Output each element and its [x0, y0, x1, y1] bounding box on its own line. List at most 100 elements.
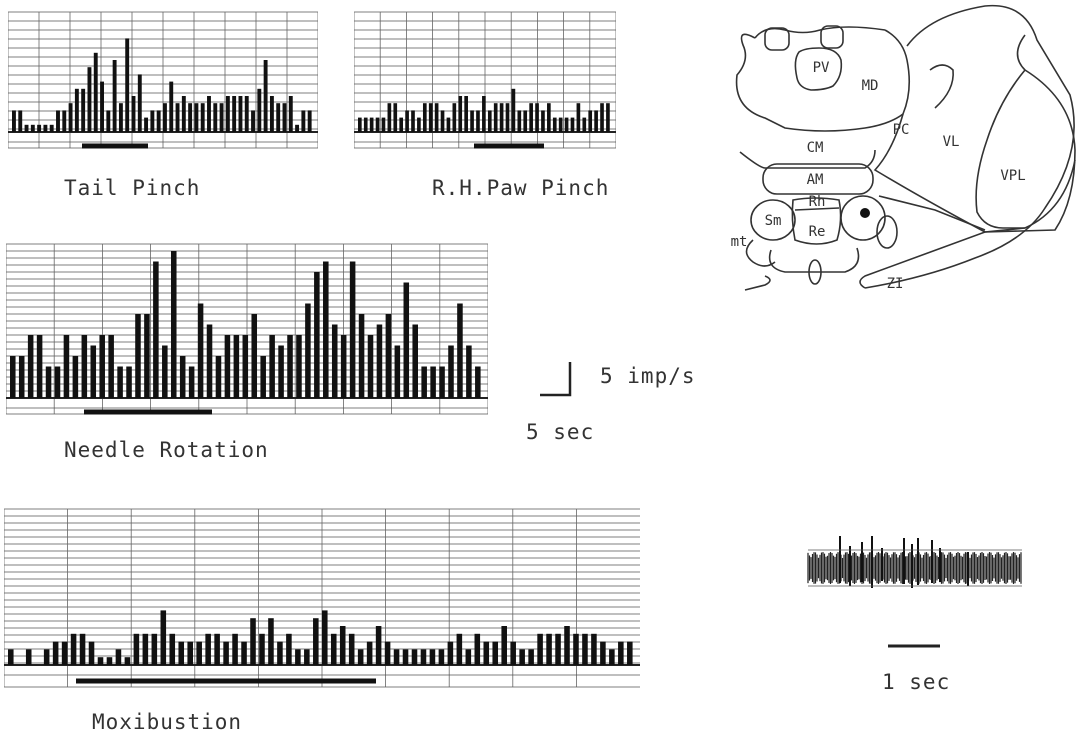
- histogram-bar: [224, 335, 231, 398]
- histogram-bar: [366, 641, 373, 665]
- histogram-bar: [223, 641, 229, 665]
- histogram-bar: [169, 81, 174, 132]
- histogram-bar: [63, 335, 70, 398]
- histogram-bar: [115, 649, 122, 665]
- histogram-bar: [144, 117, 149, 132]
- histogram-bar: [323, 261, 329, 398]
- histogram-bar: [576, 103, 581, 132]
- histogram-bar: [37, 124, 42, 132]
- histogram-bar: [251, 110, 255, 132]
- trace-scale-bar-svg: [888, 644, 940, 648]
- histogram-bar: [88, 641, 95, 665]
- histogram-bar: [70, 633, 77, 665]
- fasciculus-outline: [840, 195, 886, 241]
- calibration-bar: [540, 362, 572, 397]
- histogram-bar: [448, 345, 454, 398]
- label-tail-pinch: Tail Pinch: [64, 176, 201, 200]
- histogram-bar: [358, 117, 362, 132]
- histogram-bar: [600, 641, 606, 665]
- histogram-bar: [27, 335, 34, 398]
- histogram-bar: [428, 103, 433, 132]
- histogram-bar: [564, 117, 569, 132]
- histogram-bar: [394, 345, 401, 398]
- scale-rate-label: 5 imp/s: [600, 364, 696, 388]
- atlas-label-vl: VL: [943, 134, 960, 150]
- histogram-bar: [241, 641, 247, 665]
- histogram-bar: [296, 335, 302, 398]
- histogram-bar: [417, 117, 421, 132]
- histogram-moxibustion-chart: [4, 508, 640, 688]
- lobe-left: [764, 27, 790, 51]
- histogram-bar: [452, 103, 457, 132]
- histogram-bar: [56, 110, 60, 132]
- atlas-label-md: MD: [862, 78, 879, 94]
- histogram-tail-pinch: [8, 6, 318, 152]
- histogram-bar: [564, 626, 570, 665]
- pc-lobe: [929, 64, 954, 109]
- histogram-bar: [505, 103, 510, 132]
- histogram-bar: [492, 641, 499, 665]
- histogram-bar: [25, 649, 32, 665]
- histogram-bar: [456, 633, 463, 665]
- histogram-bar: [163, 103, 167, 132]
- histogram-bar: [162, 345, 168, 398]
- histogram-bar: [45, 366, 52, 398]
- histogram-bar: [295, 649, 301, 665]
- histogram-bar: [403, 282, 410, 398]
- histogram-bar: [301, 110, 306, 132]
- histogram-bar: [144, 314, 150, 398]
- rh-divider: [794, 207, 840, 211]
- histogram-bar: [470, 110, 474, 132]
- histogram-bar: [194, 103, 199, 132]
- histogram-bar: [233, 335, 240, 398]
- histogram-bar: [150, 110, 155, 132]
- histogram-bar: [519, 649, 525, 665]
- atlas-label-zi: ZI: [887, 276, 904, 292]
- histogram-bar: [405, 110, 409, 132]
- atlas-label-cm: CM: [807, 140, 824, 156]
- histogram-bar: [591, 633, 597, 665]
- label-moxibustion: Moxibustion: [92, 710, 243, 734]
- atlas-label-sm: Sm: [765, 213, 782, 229]
- histogram-bar: [90, 345, 97, 398]
- histogram-bar: [142, 633, 149, 665]
- histogram-bar: [420, 649, 427, 665]
- label-needle-rotation: Needle Rotation: [64, 438, 269, 462]
- histogram-bar: [179, 356, 186, 398]
- histogram-bar: [411, 110, 415, 132]
- histogram-bar: [358, 314, 365, 398]
- histogram-bar: [537, 633, 543, 665]
- histogram-bar: [476, 110, 480, 132]
- histogram-bar: [117, 366, 123, 398]
- histogram-bar: [340, 335, 347, 398]
- histogram-bar: [546, 633, 552, 665]
- histogram-bar: [282, 103, 287, 132]
- histogram-bar: [263, 60, 268, 132]
- histogram-bar: [339, 626, 346, 665]
- histogram-bar: [582, 117, 587, 132]
- histogram-bar: [402, 649, 409, 665]
- histogram-bar: [482, 96, 486, 132]
- histogram-bar: [307, 110, 312, 132]
- histogram-bar: [215, 356, 222, 398]
- histogram-bar: [552, 117, 557, 132]
- histogram-bar: [238, 96, 243, 132]
- histogram-bar: [287, 335, 293, 398]
- histogram-bar: [219, 103, 224, 132]
- histogram-bar: [100, 81, 104, 132]
- histogram-bar: [156, 110, 161, 132]
- rh-re-outline: [791, 197, 842, 245]
- histogram-bar: [99, 335, 105, 398]
- histogram-bar: [430, 366, 436, 398]
- histogram-bar: [12, 110, 16, 132]
- histogram-bar: [112, 60, 117, 132]
- histogram-bar: [151, 633, 158, 665]
- histogram-bar: [232, 96, 237, 132]
- histogram-bar: [197, 303, 204, 398]
- histogram-bar: [181, 96, 186, 132]
- histogram-bar: [618, 641, 624, 665]
- histogram-bar: [18, 110, 23, 132]
- histogram-bar: [125, 38, 130, 132]
- histogram-bar: [205, 633, 211, 665]
- histogram-bar: [434, 103, 439, 132]
